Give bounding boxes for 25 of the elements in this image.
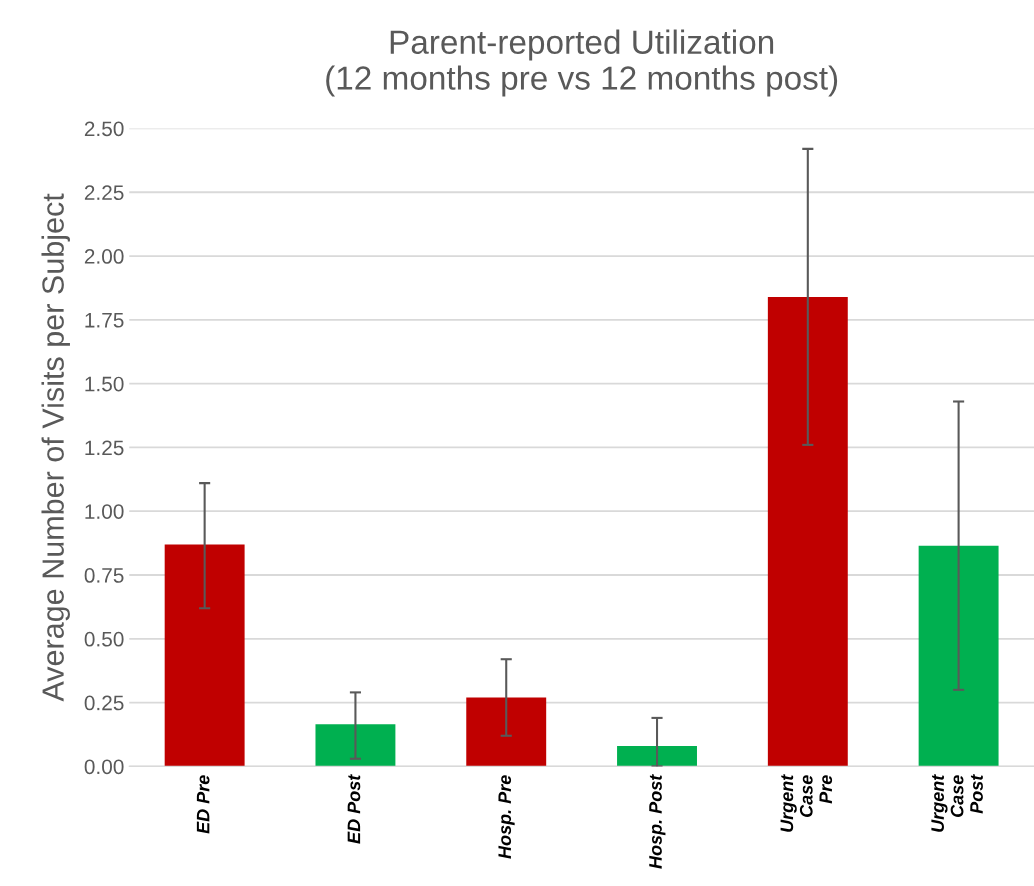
bar <box>164 544 245 767</box>
y-tick-label: 1.00 <box>85 504 124 519</box>
bar <box>617 745 697 767</box>
y-axis-title: Average Number of Visits per Subject <box>41 193 70 702</box>
chart-title: Parent-reported Utilization (12 months pre vs 12 months post) <box>326 29 838 97</box>
x-tick-label: ED Post <box>347 774 361 844</box>
y-tick-label: 2.25 <box>84 185 124 201</box>
x-tick-label: Urgent Case Post <box>931 774 983 832</box>
y-tick-label: 1.75 <box>85 313 124 328</box>
x-tick-label: Urgent Case Pre <box>780 774 833 832</box>
x-tick-label: Hosp. Post <box>649 774 666 869</box>
y-tick-label: 1.25 <box>85 440 124 456</box>
x-tick-label: Hosp. Pre <box>498 775 515 859</box>
y-tick-label: 0.00 <box>84 759 124 775</box>
y-tick-label: 2.00 <box>84 249 124 264</box>
y-tick-label: 0.75 <box>84 568 124 583</box>
x-tick-label: ED Pre <box>196 775 210 834</box>
y-tick-label: 2.50 <box>84 121 124 137</box>
bar <box>767 296 848 767</box>
y-tick-label: 1.50 <box>85 376 124 392</box>
bar <box>918 545 999 767</box>
y-tick-label: 0.25 <box>84 695 124 711</box>
bar <box>315 724 396 767</box>
y-tick-label: 0.50 <box>84 631 124 647</box>
bar <box>466 697 547 767</box>
